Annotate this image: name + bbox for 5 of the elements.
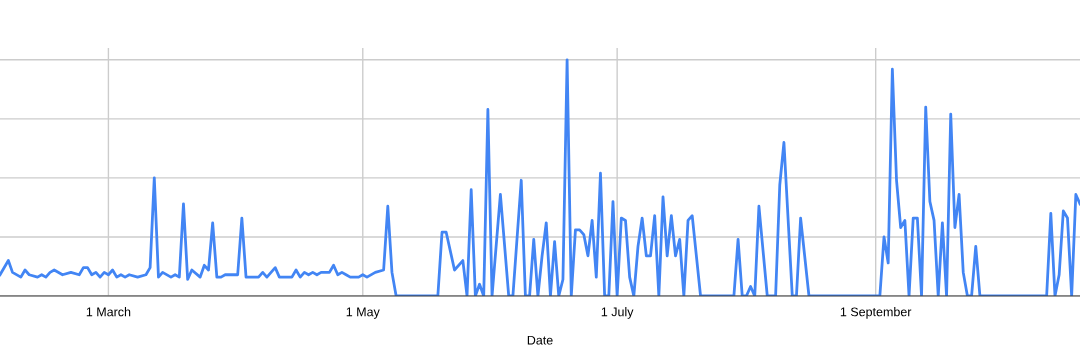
x-tick-label: 1 September bbox=[840, 307, 912, 319]
x-tick-label: 1 May bbox=[346, 307, 380, 319]
x-axis-title: Date bbox=[527, 335, 553, 345]
x-tick-label: 1 July bbox=[601, 307, 634, 319]
x-tick-label: 1 March bbox=[86, 307, 131, 317]
